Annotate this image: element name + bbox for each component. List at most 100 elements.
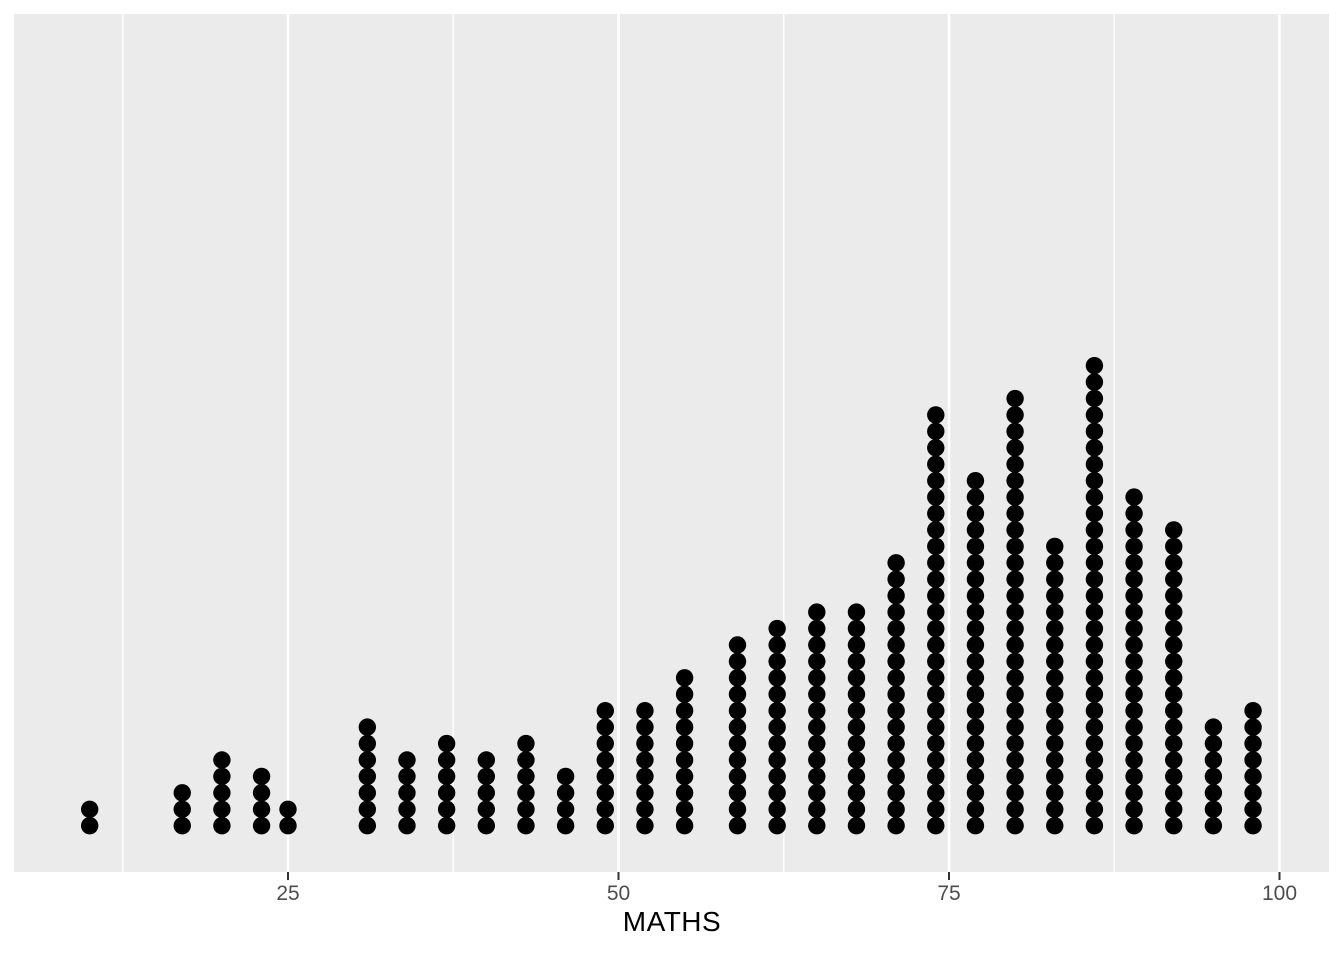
dot [556, 817, 575, 835]
dot [927, 537, 945, 556]
dot [279, 817, 297, 835]
dot [927, 784, 945, 802]
dot [768, 701, 786, 720]
dot [1165, 652, 1183, 671]
dot [1085, 504, 1104, 523]
dot [1165, 767, 1183, 786]
dot [1006, 406, 1024, 424]
dot [1085, 685, 1104, 703]
dot [81, 817, 99, 835]
dot [675, 784, 694, 802]
dot [927, 488, 945, 506]
dot [1085, 389, 1104, 408]
dot [768, 751, 786, 769]
dot [477, 817, 495, 835]
dot [808, 784, 826, 802]
dot [252, 800, 271, 818]
dot [1046, 685, 1064, 703]
dot [728, 800, 747, 818]
dot [556, 800, 575, 818]
dot [1125, 554, 1143, 572]
dot [213, 784, 231, 802]
dot [887, 603, 905, 621]
dot-stack [636, 701, 654, 835]
dot [927, 800, 945, 818]
dot [1085, 619, 1104, 638]
dot [768, 784, 786, 802]
dot [1204, 817, 1223, 835]
dot [1046, 718, 1064, 736]
dot [1085, 767, 1104, 786]
dot [1125, 734, 1143, 753]
dot-stack [596, 701, 614, 835]
dot [437, 734, 456, 753]
dot [966, 817, 985, 835]
dot [966, 537, 985, 556]
dot [1006, 504, 1024, 523]
dot [279, 800, 297, 818]
dot [768, 767, 786, 786]
dot [768, 685, 786, 703]
dot [675, 701, 694, 720]
dot [966, 619, 985, 638]
dot [1085, 406, 1104, 424]
dot [213, 817, 231, 835]
dot [173, 784, 191, 802]
dot [1046, 669, 1064, 687]
dot [1244, 800, 1262, 818]
dot [1165, 800, 1183, 818]
plot-panel [14, 14, 1329, 872]
dot [358, 817, 377, 835]
dot [1085, 455, 1104, 473]
dot [1125, 586, 1143, 605]
dot-stack [398, 751, 416, 835]
dot-stack [675, 669, 694, 835]
dot [1125, 652, 1143, 671]
dot-stack [1165, 521, 1183, 835]
dot-stack [728, 636, 747, 835]
dot [675, 767, 694, 786]
dot [1006, 389, 1024, 408]
dot-stack [768, 619, 786, 835]
dot [927, 439, 945, 457]
dot [1006, 701, 1024, 720]
dot [1006, 422, 1024, 441]
dot [808, 817, 826, 835]
dot [966, 751, 985, 769]
dot [887, 701, 905, 720]
dot [847, 718, 866, 736]
dot [1006, 817, 1024, 835]
dot [808, 734, 826, 753]
dot [1085, 701, 1104, 720]
dot [966, 488, 985, 506]
dot [358, 718, 377, 736]
dot [1046, 619, 1064, 638]
dot [675, 800, 694, 818]
dot [808, 669, 826, 687]
dot [596, 784, 614, 802]
dot [213, 800, 231, 818]
dot [1046, 784, 1064, 802]
dot [927, 554, 945, 572]
dot [1085, 636, 1104, 654]
dot [966, 603, 985, 621]
dot [1046, 570, 1064, 588]
dot [808, 701, 826, 720]
dot [596, 767, 614, 786]
dot [966, 701, 985, 720]
dot [517, 734, 535, 753]
x-tick-label: 50 [606, 882, 631, 905]
dot [966, 734, 985, 753]
dot [596, 701, 614, 720]
dot [768, 636, 786, 654]
dot [847, 734, 866, 753]
dot [728, 685, 747, 703]
dot-stack [966, 471, 985, 835]
dot [728, 751, 747, 769]
dot [966, 636, 985, 654]
dot [1006, 619, 1024, 638]
dot [358, 734, 377, 753]
dot [1125, 636, 1143, 654]
dot [1204, 718, 1223, 736]
dot [887, 636, 905, 654]
